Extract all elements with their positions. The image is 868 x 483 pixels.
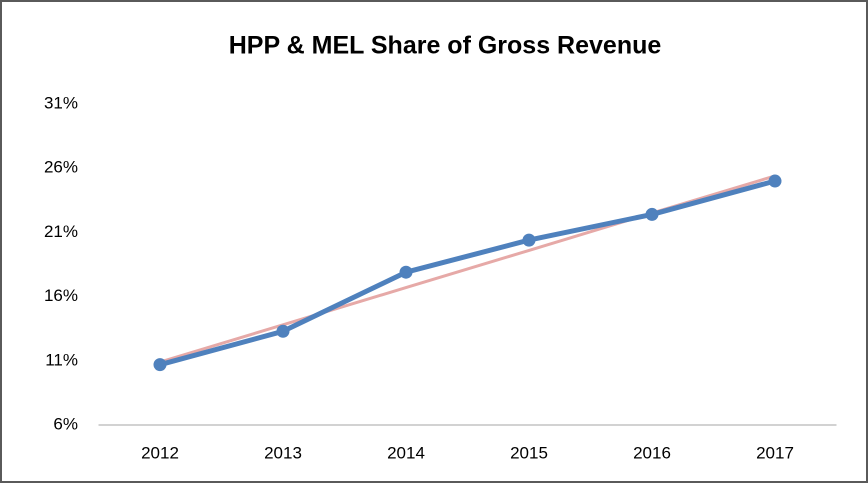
data-point (153, 358, 167, 372)
x-tick-label: 2016 (633, 443, 671, 462)
y-tick-label: 31% (44, 93, 78, 112)
x-tick-label: 2017 (756, 443, 794, 462)
x-tick-label: 2015 (510, 443, 548, 462)
data-point (768, 174, 782, 188)
data-point (645, 207, 659, 221)
y-tick-label: 21% (44, 222, 78, 241)
chart-title: HPP & MEL Share of Gross Revenue (229, 32, 662, 60)
data-line (159, 178, 776, 368)
data-point (276, 324, 290, 338)
y-tick-label: 6% (53, 414, 78, 433)
y-tick-label: 16% (44, 286, 78, 305)
data-point (522, 233, 536, 247)
x-tick-label: 2014 (387, 443, 425, 462)
data-point (399, 265, 413, 279)
y-tick-label: 26% (44, 158, 78, 177)
y-tick-label: 11% (45, 350, 78, 369)
x-tick-label: 2012 (141, 443, 179, 462)
x-tick-label: 2013 (264, 443, 302, 462)
